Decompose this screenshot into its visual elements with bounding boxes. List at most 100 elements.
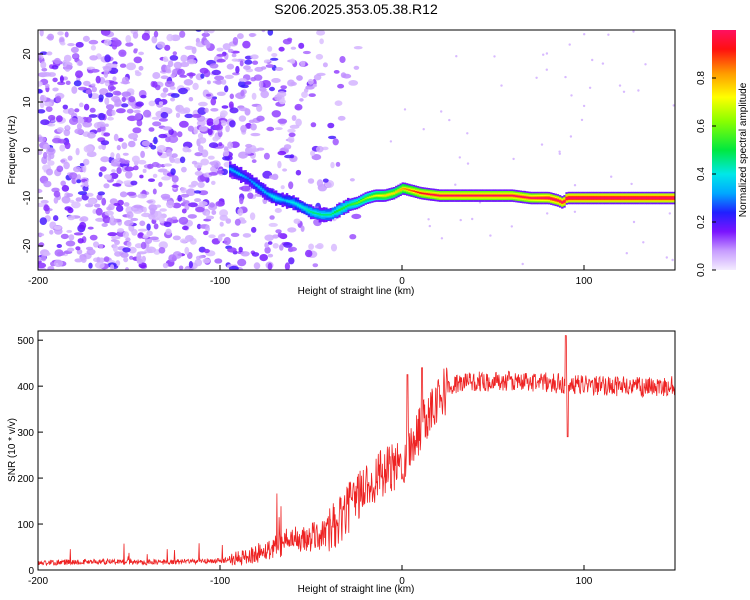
- y-tick-label: 0: [28, 566, 34, 577]
- ridge-cell: [495, 194, 498, 197]
- noise-blob: [180, 187, 187, 194]
- noise-blob: [332, 138, 339, 146]
- colorbar-tick-label: 0.6: [696, 119, 707, 133]
- ridge-cell: [462, 194, 466, 197]
- noise-blob: [98, 145, 103, 150]
- noise-blob: [219, 214, 228, 221]
- noise-blob: [299, 98, 304, 102]
- noise-blob: [116, 144, 121, 151]
- ridge-cell: [379, 194, 383, 197]
- noise-blob: [261, 30, 266, 33]
- noise-blob: [84, 180, 89, 188]
- noise-blob: [140, 241, 147, 250]
- noise-blob: [126, 241, 132, 248]
- noise-blob: [45, 106, 53, 112]
- noise-blob: [152, 173, 158, 178]
- noise-blob: [316, 179, 324, 188]
- noise-blob: [172, 235, 181, 241]
- ridge-cell: [526, 196, 529, 199]
- noise-blob: [42, 251, 51, 256]
- noise-dot: [545, 68, 548, 71]
- ridge-cell: [261, 189, 265, 192]
- ridge-cell: [377, 194, 380, 197]
- snr-y-ticks: 0 100 200 300 400 500: [17, 336, 43, 577]
- ridge-cell: [515, 195, 518, 197]
- noise-blob: [143, 109, 152, 118]
- noise-blob: [182, 107, 191, 114]
- x-tick-label: 100: [576, 276, 593, 287]
- ridge-cell: [578, 197, 581, 199]
- noise-dot: [558, 152, 561, 155]
- noise-blob: [250, 132, 261, 137]
- noise-blob: [216, 91, 226, 97]
- snr-marks: [38, 335, 675, 567]
- ridge-cell: [414, 190, 418, 193]
- noise-blob: [187, 125, 194, 132]
- noise-blob: [75, 246, 81, 251]
- noise-blob: [266, 126, 275, 132]
- noise-blob: [148, 178, 155, 182]
- noise-blob: [140, 94, 147, 99]
- noise-blob: [66, 229, 73, 233]
- ridge-cell: [353, 202, 356, 205]
- noise-blob: [330, 243, 338, 252]
- noise-blob: [238, 107, 248, 112]
- noise-blob: [61, 196, 71, 204]
- ridge-cell: [390, 192, 394, 195]
- noise-blob: [337, 115, 346, 121]
- noise-blob: [111, 37, 118, 41]
- noise-blob: [105, 92, 114, 98]
- noise-blob: [68, 234, 75, 241]
- noise-blob: [133, 165, 139, 170]
- ridge-cell: [617, 197, 621, 199]
- colorbar-tick-label: 0.0: [696, 263, 707, 277]
- noise-blob: [38, 81, 43, 87]
- noise-dot: [665, 256, 668, 259]
- noise-blob: [334, 100, 343, 106]
- noise-blob: [221, 105, 229, 109]
- noise-blob: [211, 238, 221, 245]
- noise-blob: [132, 127, 142, 134]
- noise-blob: [103, 39, 112, 46]
- y-tick-label: 500: [17, 336, 34, 347]
- noise-blob: [148, 213, 156, 220]
- ridge-cell: [465, 194, 468, 197]
- noise-blob: [200, 73, 205, 79]
- noise-blob: [275, 229, 282, 234]
- noise-blob: [63, 161, 70, 170]
- noise-blob: [199, 125, 208, 132]
- noise-blob: [156, 41, 166, 49]
- ridge-cell: [604, 197, 608, 199]
- ridge-cell: [532, 197, 536, 199]
- noise-blob: [315, 53, 324, 60]
- noise-blob: [353, 65, 360, 70]
- noise-blob: [237, 33, 244, 40]
- noise-blob: [149, 208, 156, 215]
- ridge-cell: [231, 169, 234, 172]
- ridge-cell: [294, 202, 297, 205]
- noise-blob: [38, 109, 46, 114]
- noise-blob: [249, 33, 256, 38]
- noise-blob: [76, 179, 82, 184]
- noise-blob: [38, 256, 42, 262]
- noise-blob: [191, 113, 202, 118]
- ridge-cell: [574, 197, 577, 199]
- noise-blob: [311, 154, 322, 161]
- noise-blob: [267, 46, 273, 52]
- noise-blob: [235, 65, 240, 74]
- noise-blob: [108, 203, 115, 211]
- noise-blob: [100, 30, 111, 36]
- noise-blob: [130, 180, 138, 186]
- noise-blob: [201, 149, 209, 158]
- noise-blob: [184, 113, 194, 119]
- noise-blob: [173, 61, 183, 69]
- noise-blob: [240, 185, 251, 192]
- noise-blob: [119, 191, 128, 198]
- noise-blob: [188, 261, 193, 269]
- noise-blob: [216, 47, 224, 52]
- noise-blob: [140, 150, 146, 158]
- noise-blob: [89, 234, 98, 241]
- ridge-cell: [655, 197, 658, 199]
- noise-blob: [279, 99, 286, 105]
- noise-blob: [80, 216, 89, 222]
